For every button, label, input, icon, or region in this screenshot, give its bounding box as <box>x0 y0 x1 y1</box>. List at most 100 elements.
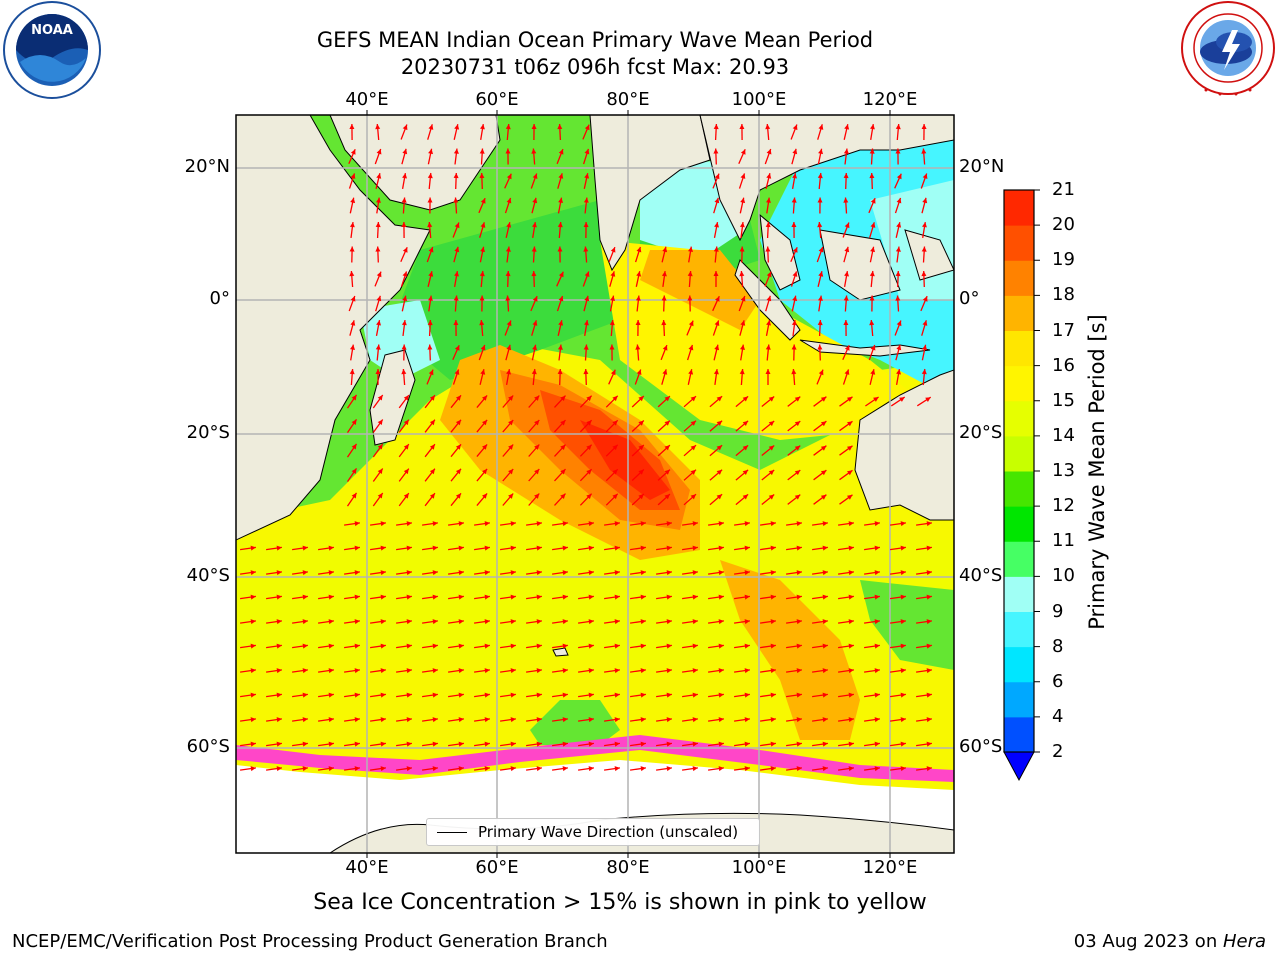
wave-arrowhead <box>536 545 542 551</box>
wave-arrowhead <box>796 692 802 698</box>
wave-arrowhead <box>716 445 723 451</box>
wave-arrowhead <box>664 396 670 402</box>
wave-arrowhead <box>350 173 356 179</box>
wave-arrowhead <box>818 369 824 376</box>
wave-arrowhead <box>583 222 589 227</box>
wave-arrowhead <box>432 594 438 600</box>
wave-arrowhead <box>664 469 670 475</box>
wave-arrowhead <box>536 766 542 772</box>
wave-arrowhead <box>874 692 880 698</box>
wave-arrowhead <box>508 469 514 475</box>
wave-arrowhead <box>536 619 542 625</box>
wave-arrowhead <box>796 619 802 625</box>
lat-tick-right: 20°N <box>959 156 1005 177</box>
wave-arrowhead <box>818 247 824 253</box>
sea-ice-band <box>236 735 954 782</box>
wave-arrowhead <box>534 444 540 450</box>
wave-arrowhead <box>820 445 827 451</box>
wave-arrowhead <box>848 741 854 747</box>
wave-arrowhead <box>796 545 802 551</box>
wave-arrowhead <box>847 445 853 451</box>
wave-arrowhead <box>692 741 698 747</box>
wave-arrowhead <box>403 444 409 450</box>
wave-arrowhead <box>926 521 932 527</box>
wave-arrowhead <box>610 369 616 376</box>
footer-machine: Hera <box>1222 931 1266 952</box>
wave-arrowhead <box>354 741 360 747</box>
wave-arrowhead <box>508 444 514 450</box>
wave-arrowhead <box>822 741 828 747</box>
wave-arrowhead <box>484 545 490 551</box>
wave-arrowhead <box>614 570 620 576</box>
wave-arrowhead <box>560 420 566 426</box>
wave-arrowhead <box>768 421 775 427</box>
wave-arrowhead <box>510 692 516 698</box>
wave-arrowhead <box>714 344 720 351</box>
wave-arrowhead <box>402 124 408 131</box>
wave-arrowhead <box>843 173 849 179</box>
wave-arrowhead <box>609 320 615 326</box>
wave-arrowhead <box>429 468 435 475</box>
colorbar-tick-label: 16 <box>1052 354 1075 376</box>
wave-arrowhead <box>250 692 256 698</box>
wave-arrowhead <box>770 741 776 747</box>
wave-arrowhead <box>454 246 460 253</box>
wave-arrowhead <box>713 124 719 130</box>
wave-arrowhead <box>250 643 256 649</box>
wave-arrowhead <box>661 295 667 301</box>
wave-arrowhead <box>350 296 356 302</box>
wave-arrowhead <box>848 717 854 723</box>
wave-arrowhead <box>796 717 802 723</box>
wave-arrowhead <box>376 271 382 278</box>
wave-arrowhead <box>376 197 381 203</box>
wave-direction-arrows <box>240 123 932 772</box>
noaa-logo-icon: NOAA <box>3 1 101 99</box>
wave-arrowhead <box>869 148 875 154</box>
wave-arrowhead <box>664 420 670 426</box>
map-title: GEFS MEAN Indian Ocean Primary Wave Mean… <box>316 28 874 52</box>
wave-arrowhead <box>792 295 798 302</box>
wave-arrowhead <box>922 320 928 326</box>
wave-arrowhead <box>718 521 724 527</box>
wave-arrowhead <box>375 222 381 228</box>
wave-arrowhead <box>794 396 801 402</box>
wave-arrowhead <box>874 766 880 772</box>
wave-arrowhead <box>508 395 514 401</box>
wave-arrowhead <box>614 545 620 551</box>
wave-arrowhead <box>557 344 563 350</box>
wave-arrowhead <box>692 545 698 551</box>
wave-arrowhead <box>480 345 486 351</box>
wave-arrowhead <box>588 545 594 551</box>
wave-arrowhead <box>584 320 589 326</box>
wave-arrowhead <box>586 395 592 402</box>
wave-arrowhead <box>432 643 438 649</box>
wave-arrowhead <box>558 173 564 179</box>
wave-arrowhead <box>718 668 724 674</box>
wave-arrowhead <box>765 124 771 130</box>
wave-arrowhead <box>922 296 928 302</box>
wave-arrowhead <box>718 717 724 723</box>
wave-arrowhead <box>692 692 698 698</box>
wave-arrowhead <box>714 320 720 326</box>
wave-arrowhead <box>770 545 776 551</box>
wave-arrowhead <box>376 149 382 155</box>
wave-arrowhead <box>380 717 386 723</box>
wave-arrowhead <box>921 148 927 154</box>
wave-arrowhead <box>482 395 488 401</box>
wave-arrowhead <box>869 320 875 326</box>
wave-arrowhead <box>715 296 720 302</box>
wave-arrowhead <box>614 594 620 600</box>
wave-arrowhead <box>510 766 516 772</box>
wave-arrowhead <box>792 247 798 253</box>
wave-arrowhead <box>532 296 538 302</box>
wave-arrowhead <box>873 397 879 402</box>
wave-arrowhead <box>349 222 355 228</box>
wave-arrowhead <box>900 766 906 772</box>
wave-arrowhead <box>716 494 723 500</box>
wave-arrowhead <box>406 643 412 649</box>
wave-arrowhead <box>900 545 906 551</box>
wave-arrowhead <box>380 766 386 772</box>
wave-arrowhead <box>586 493 592 500</box>
wave-arrowhead <box>768 445 775 451</box>
wave-arrowhead <box>510 545 516 551</box>
